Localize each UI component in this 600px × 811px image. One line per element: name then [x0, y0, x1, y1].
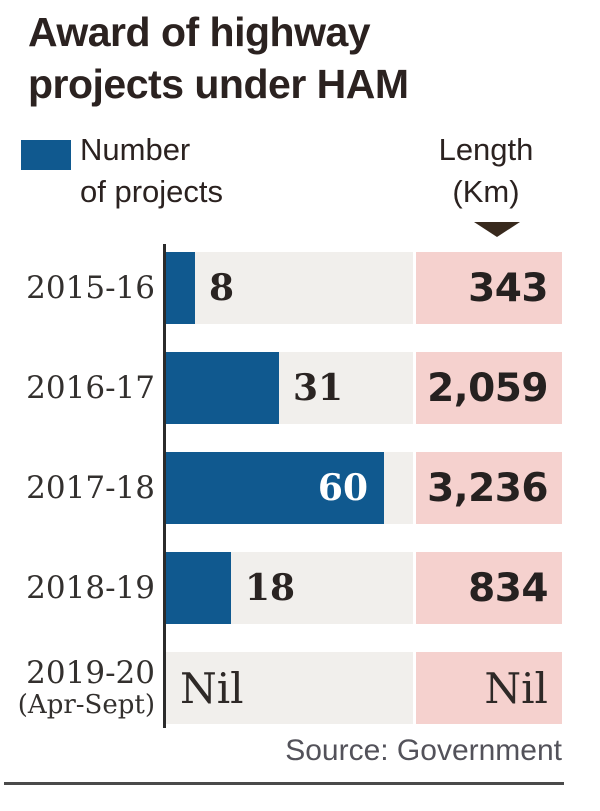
length-value: 2,059: [427, 365, 548, 411]
row-label: 2018-19: [0, 552, 155, 624]
chart-title-line2: projects under HAM: [28, 61, 409, 107]
projects-bar: [166, 452, 384, 524]
length-value: 343: [468, 265, 548, 311]
row-year: 2016-17: [26, 370, 155, 406]
bottom-rule: [4, 782, 564, 785]
row-track: [166, 252, 413, 324]
chart-row-2018-19: 2018-19 18 834: [0, 552, 600, 624]
projects-value: 8: [209, 267, 235, 309]
length-cell: [416, 252, 562, 324]
legend-projects-line2: of projects: [80, 174, 224, 209]
row-label: 2017-18: [0, 452, 155, 524]
projects-bar: [166, 352, 279, 424]
row-year: 2018-19: [26, 570, 155, 606]
row-year: 2015-16: [26, 270, 155, 306]
length-cell: [416, 652, 562, 724]
projects-bar: [166, 252, 195, 324]
legend-swatch-blue: [21, 140, 71, 170]
projects-bar: [166, 552, 231, 624]
chart-title-line1: Award of highway: [28, 9, 371, 55]
projects-value: 60: [317, 467, 368, 509]
chart-row-2015-16: 2015-16 8 343: [0, 252, 600, 324]
row-year: 2017-18: [26, 470, 155, 506]
source-credit: Source: Government: [285, 734, 562, 767]
chart-title: Award of highway projects under HAM: [28, 6, 588, 110]
length-cell: [416, 352, 562, 424]
projects-value: Nil: [180, 663, 244, 713]
row-label: 2016-17: [0, 352, 155, 424]
length-header-line1: Length: [438, 132, 534, 167]
row-label: 2015-16: [0, 252, 155, 324]
row-label: 2019-20 (Apr-Sept): [0, 652, 155, 724]
length-value: Nil: [484, 663, 548, 713]
projects-value: 18: [245, 567, 296, 609]
length-column-header: Length (Km): [406, 129, 566, 213]
row-track: [166, 652, 413, 724]
chart-row-2016-17: 2016-17 31 2,059: [0, 352, 600, 424]
length-cell: [416, 452, 562, 524]
row-year-sub: (Apr-Sept): [17, 690, 155, 720]
arrow-down-icon: [474, 222, 520, 237]
length-value: 834: [468, 565, 548, 611]
length-header-line2: (Km): [452, 174, 520, 209]
legend-projects-label: Number of projects: [80, 129, 223, 213]
chart-row-2017-18: 2017-18 60 3,236: [0, 452, 600, 524]
length-cell: [416, 552, 562, 624]
length-value: 3,236: [427, 465, 548, 511]
axis-line: [163, 244, 166, 728]
legend-projects-line1: Number: [80, 132, 191, 167]
chart-row-2019-20: 2019-20 (Apr-Sept) Nil Nil: [0, 652, 600, 724]
row-year: 2019-20: [26, 655, 155, 691]
projects-value: 31: [293, 367, 344, 409]
